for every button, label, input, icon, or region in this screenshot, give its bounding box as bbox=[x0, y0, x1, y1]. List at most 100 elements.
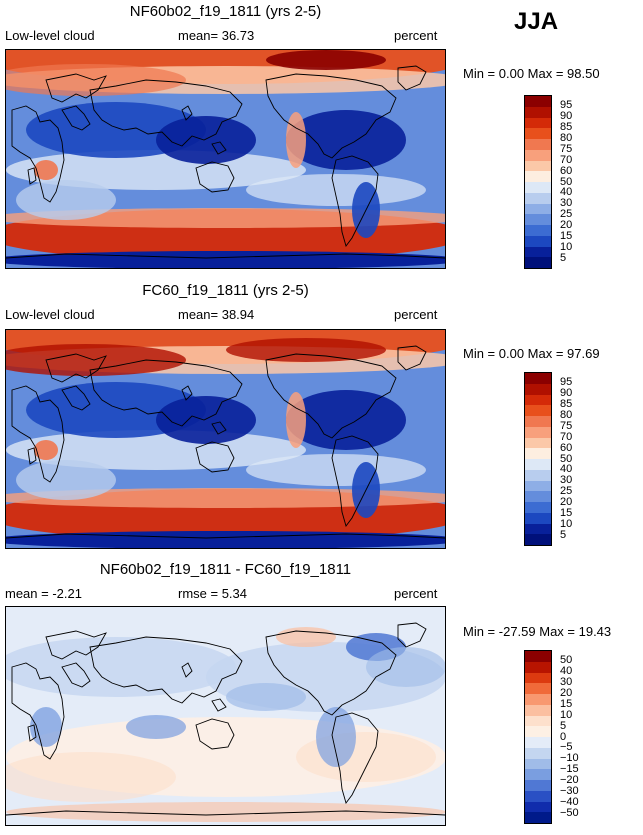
colorbar-tick-label: 15 bbox=[560, 506, 573, 519]
colorbar-tick-label: 40 bbox=[560, 665, 573, 678]
cloud-field-blob bbox=[286, 392, 306, 448]
coastline bbox=[61, 105, 91, 131]
colorbar-swatch bbox=[525, 405, 551, 416]
cloud-field-blob bbox=[34, 440, 58, 460]
colorbar-tick-label: 30 bbox=[560, 197, 573, 210]
cloud-field-blob bbox=[286, 110, 406, 170]
coastline bbox=[397, 345, 427, 371]
colorbar-tick-label: 30 bbox=[560, 474, 573, 487]
panel-units: percent bbox=[394, 28, 438, 43]
cloud-field-blob bbox=[366, 647, 445, 687]
coastline bbox=[27, 167, 37, 185]
coastline bbox=[397, 622, 427, 648]
cloud-field-blob bbox=[16, 460, 116, 500]
colorbar-swatch bbox=[525, 448, 551, 459]
colorbar-swatch bbox=[525, 426, 551, 438]
cloud-field-blob bbox=[6, 251, 445, 268]
colorbar-swatch bbox=[525, 790, 551, 802]
colorbar-swatch bbox=[525, 469, 551, 481]
colorbar-tick-label: −5 bbox=[560, 741, 573, 754]
colorbar-swatch bbox=[525, 192, 551, 204]
colorbar-tick-label: −50 bbox=[560, 806, 579, 819]
colorbar-tick-label: 5 bbox=[560, 251, 567, 264]
coastline bbox=[45, 630, 107, 660]
cloud-field-blob bbox=[226, 338, 386, 362]
map-abs-2 bbox=[6, 330, 445, 548]
coastline bbox=[61, 662, 91, 688]
colorbar-tick-label: 10 bbox=[560, 708, 573, 721]
cloud-field-blob bbox=[6, 344, 186, 376]
colorbar-swatch bbox=[525, 801, 551, 813]
map-abs-1 bbox=[6, 50, 445, 268]
cloud-field-blob bbox=[316, 707, 356, 767]
colorbar-tick-label: 60 bbox=[560, 164, 573, 177]
cloud-field-blob bbox=[6, 64, 186, 96]
colorbar-tick-label: −20 bbox=[560, 774, 579, 786]
colorbar-tick-label: 10 bbox=[560, 517, 573, 530]
cloud-field-blob bbox=[156, 116, 256, 164]
panel-title: NF60b02_f19_1811 (yrs 2-5) bbox=[129, 3, 322, 20]
colorbar-tick-label: 90 bbox=[560, 387, 573, 400]
coastline bbox=[265, 630, 397, 716]
colorbar-swatch bbox=[525, 523, 551, 535]
coastline bbox=[6, 253, 445, 259]
colorbar-2 bbox=[524, 372, 552, 546]
colorbar-tick-label: 25 bbox=[560, 485, 573, 498]
coastline bbox=[331, 435, 379, 527]
colorbar-tick-label: 80 bbox=[560, 409, 573, 421]
colorbar-1 bbox=[524, 95, 552, 269]
cloud-field-blob bbox=[156, 396, 256, 444]
colorbar-swatch bbox=[525, 737, 551, 748]
cloud-field-blob bbox=[6, 802, 445, 822]
cloud-field-blob bbox=[126, 715, 186, 739]
colorbar-tick-label: 20 bbox=[560, 496, 573, 508]
coastline bbox=[27, 447, 37, 465]
colorbar-tick-label: 30 bbox=[560, 676, 573, 689]
colorbar-swatch bbox=[525, 139, 551, 150]
colorbar-swatch bbox=[525, 383, 551, 395]
colorbar-tick-label: 85 bbox=[560, 121, 573, 134]
coastline bbox=[6, 533, 445, 539]
coastline bbox=[181, 662, 193, 678]
cloud-field-blob bbox=[226, 683, 306, 711]
colorbar-swatch bbox=[525, 225, 551, 236]
cloud-field-blob bbox=[246, 174, 426, 206]
colorbar-swatch bbox=[525, 715, 551, 727]
panel-variable: Low-level cloud bbox=[5, 28, 95, 43]
coastline bbox=[6, 810, 445, 816]
colorbar-tick-label: 20 bbox=[560, 687, 573, 699]
panel-minmax: Min = 0.00 Max = 97.69 bbox=[463, 346, 600, 361]
season-label: JJA bbox=[514, 8, 559, 35]
panel-mean: mean= 36.73 bbox=[178, 28, 255, 43]
colorbar-tick-label: −15 bbox=[560, 763, 579, 776]
colorbar-swatch bbox=[525, 246, 551, 258]
coastline bbox=[27, 724, 37, 742]
coastline bbox=[11, 105, 65, 203]
colorbar-tick-label: 40 bbox=[560, 186, 573, 199]
coastline bbox=[11, 662, 65, 760]
colorbar-tick-label: 75 bbox=[560, 142, 573, 155]
panel-units: percent bbox=[394, 307, 438, 322]
colorbar-3 bbox=[524, 650, 552, 824]
coastline bbox=[45, 353, 107, 383]
colorbar-swatch bbox=[525, 160, 551, 172]
colorbar-swatch bbox=[525, 534, 551, 545]
cloud-field-blob bbox=[286, 112, 306, 168]
colorbar-swatch bbox=[525, 373, 551, 384]
coastline bbox=[211, 698, 227, 712]
colorbar-swatch bbox=[525, 437, 551, 449]
colorbar-tick-label: 0 bbox=[560, 730, 567, 743]
colorbar-swatch bbox=[525, 651, 551, 662]
coastline bbox=[331, 712, 379, 804]
cloud-field-blob bbox=[6, 531, 445, 548]
colorbar-tick-label: 75 bbox=[560, 419, 573, 432]
coastline bbox=[195, 718, 235, 750]
colorbar-swatch bbox=[525, 672, 551, 684]
colorbar-swatch bbox=[525, 694, 551, 705]
coastline bbox=[265, 353, 397, 439]
colorbar-swatch bbox=[525, 106, 551, 118]
colorbar-swatch bbox=[525, 214, 551, 225]
colorbar-swatch bbox=[525, 661, 551, 673]
colorbar-tick-label: 50 bbox=[560, 654, 573, 667]
map-panel-3 bbox=[5, 606, 446, 826]
